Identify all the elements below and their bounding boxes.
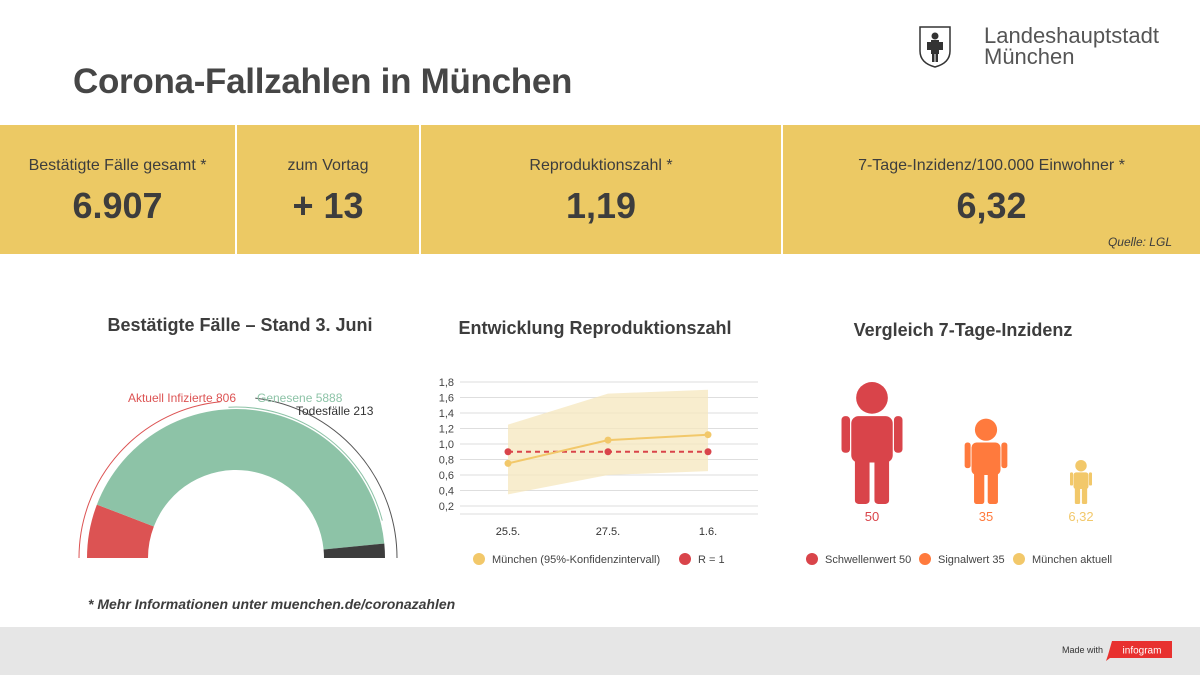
y-tick-label: 0,2	[439, 501, 454, 513]
logo-line-1: Landeshauptstadt	[984, 23, 1159, 48]
kpi-value: 1,19	[565, 185, 637, 226]
kpi-label: 7-Tage-Inzidenz/100.000 Einwohner *	[858, 157, 1125, 174]
leader-infected	[78, 401, 221, 559]
person-leg-right	[874, 457, 890, 504]
figure-value-label: 6,32	[1068, 509, 1093, 524]
y-tick-label: 1,4	[439, 408, 454, 420]
slice-recovered	[96, 408, 385, 550]
person-leg-right	[1081, 487, 1088, 504]
x-tick-label: 27.5.	[596, 526, 620, 538]
legend-label: Schwellenwert 50	[825, 554, 911, 566]
legend-label: München aktuell	[1032, 554, 1112, 566]
kpi-label: zum Vortag	[287, 157, 369, 174]
y-tick-label: 0,4	[439, 486, 454, 498]
kpi-reproduction-number: Reproduktionszahl * 1,19	[421, 125, 781, 254]
figure-value-label: 50	[865, 509, 879, 524]
person-leg-left	[854, 457, 870, 504]
y-tick-label: 1,8	[439, 377, 454, 389]
person-arm-left	[964, 442, 971, 469]
page-title: Corona-Fallzahlen in München	[73, 62, 573, 101]
figure-value-label: 35	[979, 509, 993, 524]
x-tick-label: 1.6.	[699, 526, 717, 538]
logo-text: Landeshauptstadt München	[984, 23, 1159, 69]
legend-label-r1: R = 1	[698, 554, 725, 566]
legend-dot	[1013, 553, 1025, 565]
person-arm-right	[1001, 442, 1008, 469]
cases-semicircle-chart: Aktuell Infizierte 806 Genesene 5888Todes…	[78, 391, 398, 559]
legend-dot	[919, 553, 931, 565]
point-munich	[504, 459, 512, 467]
person-head	[856, 382, 888, 414]
person-body	[971, 442, 1001, 475]
figure-2	[964, 418, 1008, 504]
point-r1	[504, 448, 512, 456]
point-r1	[704, 448, 712, 456]
infogram-logo-text: infogram	[1123, 646, 1162, 657]
figure-1	[841, 382, 903, 504]
person-body	[851, 416, 893, 463]
figure-3	[1070, 460, 1092, 504]
incidence-figures-chart: 50 35 6,32 Schwellenwert 50 Signalwert 35 Mün…	[806, 382, 1112, 566]
label-recovered: Genesene 5888	[257, 391, 343, 405]
kpi-label: Reproduktionszahl *	[529, 157, 673, 174]
kpi-7day-incidence: 7-Tage-Inzidenz/100.000 Einwohner * 6,32…	[783, 125, 1200, 254]
kpi-previous-day: zum Vortag + 13	[237, 125, 419, 254]
person-leg-left	[1074, 487, 1081, 504]
person-arm-right	[1088, 472, 1092, 486]
person-arm-left	[1070, 472, 1074, 486]
person-head	[974, 418, 998, 441]
y-tick-label: 0,8	[439, 455, 454, 467]
point-r1	[604, 448, 612, 456]
legend-label: Signalwert 35	[938, 554, 1005, 566]
footnote: * Mehr Informationen unter muenchen.de/c…	[88, 596, 455, 612]
point-munich	[604, 436, 612, 444]
legend-dot-r1	[679, 553, 691, 565]
person-arm-left	[841, 416, 851, 453]
kpi-value: 6.907	[72, 185, 163, 226]
y-tick-label: 1,6	[439, 393, 454, 405]
leader-recovered	[228, 406, 383, 521]
legend-dot-munich	[473, 553, 485, 565]
slice-deaths	[323, 543, 385, 558]
made-with-label: Made with	[1062, 645, 1104, 655]
footnote-link[interactable]: muenchen.de/coronazahlen	[270, 596, 456, 612]
person-leg-right	[987, 471, 998, 504]
source-note: Quelle: LGL	[1107, 235, 1172, 249]
kpi-value: 6,32	[956, 185, 1027, 226]
reproduction-line-chart: 1,8 1,6 1,4 1,2 1,0 0,8 0,6 0,4 0,2 25.5. 27.5. 1.6…	[439, 377, 758, 566]
y-tick-label: 0,6	[439, 470, 454, 482]
chart-title-cases: Bestätigte Fälle – Stand 3. Juni	[107, 315, 373, 335]
x-tick-label: 25.5.	[496, 526, 520, 538]
kpi-total-cases: Bestätigte Fälle gesamt * 6.907	[0, 125, 235, 254]
y-tick-label: 1,0	[439, 439, 454, 451]
chart-title-reproduction: Entwicklung Reproduktionszahl	[458, 318, 732, 338]
slice-infected	[87, 504, 154, 558]
person-leg-left	[974, 471, 985, 504]
kpi-value: + 13	[292, 185, 364, 226]
footnote-prefix: * Mehr Informationen unter	[88, 596, 271, 612]
label-infected: Aktuell Infizierte 806	[128, 391, 236, 405]
y-tick-label: 1,2	[439, 424, 454, 436]
person-body	[1073, 472, 1089, 490]
munich-coat-of-arms-icon	[919, 26, 951, 68]
legend-label-munich: München (95%-Konfidenzintervall)	[492, 554, 660, 566]
footer-bar	[0, 627, 1200, 675]
leader-deaths	[255, 397, 398, 559]
infogram-logo[interactable]: infogram	[1106, 641, 1172, 661]
person-head	[1075, 460, 1087, 472]
kpi-label: Bestätigte Fälle gesamt *	[28, 157, 207, 174]
point-munich	[704, 431, 712, 439]
logo-line-2: München	[984, 44, 1075, 69]
label-deaths: Todesfälle 213	[296, 404, 374, 418]
chart-title-incidence: Vergleich 7-Tage-Inzidenz	[853, 320, 1073, 340]
legend-dot	[806, 553, 818, 565]
person-arm-right	[893, 416, 903, 453]
